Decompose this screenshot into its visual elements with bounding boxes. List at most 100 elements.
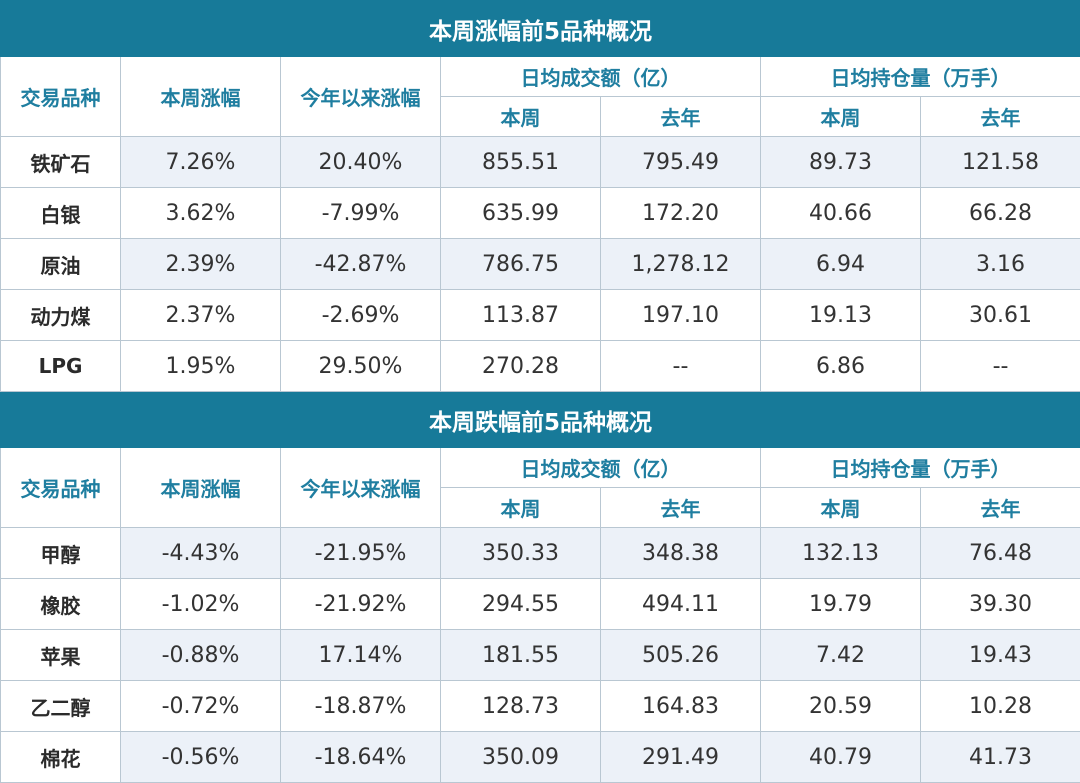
subheader-volume-last-year: 去年	[600, 96, 761, 137]
oi-last-year: 3.16	[919, 238, 1080, 290]
subheader-oi-last-year: 去年	[919, 487, 1080, 528]
week-change: -4.43%	[120, 527, 281, 579]
volume-this-week: 294.55	[440, 578, 601, 630]
losers-section: 本周跌幅前5品种概况 交易品种 本周涨幅 今年以来涨幅 日均成交额（亿） 日均持…	[0, 391, 1080, 783]
product-name: 动力煤	[0, 289, 121, 341]
table-row: 动力煤 2.37% -2.69% 113.87 197.10 19.13 30.…	[0, 289, 1080, 341]
ytd-change: -18.64%	[280, 731, 441, 783]
week-change: 2.39%	[120, 238, 281, 290]
table-row: 铁矿石 7.26% 20.40% 855.51 795.49 89.73 121…	[0, 136, 1080, 188]
table-row: 橡胶 -1.02% -21.92% 294.55 494.11 19.79 39…	[0, 578, 1080, 630]
volume-last-year: 348.38	[600, 527, 761, 579]
product-name: 乙二醇	[0, 680, 121, 732]
table-row: 白银 3.62% -7.99% 635.99 172.20 40.66 66.2…	[0, 187, 1080, 239]
header-open-interest: 日均持仓量（万手）	[759, 56, 1080, 97]
volume-this-week: 635.99	[440, 187, 601, 239]
oi-this-week: 40.79	[760, 731, 921, 783]
oi-last-year: 121.58	[919, 136, 1080, 188]
header-volume: 日均成交额（亿）	[440, 56, 761, 97]
product-name: 白银	[0, 187, 121, 239]
ytd-change: -18.87%	[280, 680, 441, 732]
subheader-oi-this-week: 本周	[760, 487, 921, 528]
header-week-change: 本周涨幅	[120, 447, 281, 528]
gainers-section: 本周涨幅前5品种概况 交易品种 本周涨幅 今年以来涨幅 日均成交额（亿） 日均持…	[0, 0, 1080, 392]
volume-this-week: 350.33	[440, 527, 601, 579]
oi-last-year: 10.28	[919, 680, 1080, 732]
volume-last-year: 1,278.12	[600, 238, 761, 290]
volume-last-year: 494.11	[600, 578, 761, 630]
header-volume: 日均成交额（亿）	[440, 447, 761, 488]
week-change: -0.56%	[120, 731, 281, 783]
volume-last-year: 291.49	[600, 731, 761, 783]
subheader-volume-this-week: 本周	[440, 96, 601, 137]
oi-this-week: 7.42	[760, 629, 921, 681]
header-week-change: 本周涨幅	[120, 56, 281, 137]
product-name: LPG	[0, 340, 121, 392]
gainers-title: 本周涨幅前5品种概况	[0, 0, 1080, 57]
week-change: 2.37%	[120, 289, 281, 341]
oi-this-week: 132.13	[760, 527, 921, 579]
table-row: 乙二醇 -0.72% -18.87% 128.73 164.83 20.59 1…	[0, 680, 1080, 732]
product-name: 原油	[0, 238, 121, 290]
oi-last-year: --	[919, 340, 1080, 392]
table-row: 原油 2.39% -42.87% 786.75 1,278.12 6.94 3.…	[0, 238, 1080, 290]
header-open-interest: 日均持仓量（万手）	[759, 447, 1080, 488]
ytd-change: -7.99%	[280, 187, 441, 239]
ytd-change: 20.40%	[280, 136, 441, 188]
header-product: 交易品种	[0, 56, 121, 137]
oi-this-week: 89.73	[760, 136, 921, 188]
table-row: 苹果 -0.88% 17.14% 181.55 505.26 7.42 19.4…	[0, 629, 1080, 681]
oi-last-year: 66.28	[919, 187, 1080, 239]
volume-last-year: 172.20	[600, 187, 761, 239]
product-name: 铁矿石	[0, 136, 121, 188]
ytd-change: -21.95%	[280, 527, 441, 579]
ytd-change: -21.92%	[280, 578, 441, 630]
oi-this-week: 19.79	[760, 578, 921, 630]
product-name: 棉花	[0, 731, 121, 783]
subheader-volume-this-week: 本周	[440, 487, 601, 528]
table-row: 甲醇 -4.43% -21.95% 350.33 348.38 132.13 7…	[0, 527, 1080, 579]
volume-last-year: 505.26	[600, 629, 761, 681]
oi-last-year: 39.30	[919, 578, 1080, 630]
volume-this-week: 350.09	[440, 731, 601, 783]
week-change: -1.02%	[120, 578, 281, 630]
week-change: -0.72%	[120, 680, 281, 732]
volume-this-week: 128.73	[440, 680, 601, 732]
volume-last-year: 795.49	[600, 136, 761, 188]
week-change: -0.88%	[120, 629, 281, 681]
volume-last-year: --	[600, 340, 761, 392]
subheader-oi-last-year: 去年	[919, 96, 1080, 137]
week-change: 3.62%	[120, 187, 281, 239]
week-change: 7.26%	[120, 136, 281, 188]
oi-last-year: 76.48	[919, 527, 1080, 579]
header-ytd-change: 今年以来涨幅	[280, 447, 441, 528]
oi-last-year: 30.61	[919, 289, 1080, 341]
subheader-volume-last-year: 去年	[600, 487, 761, 528]
oi-this-week: 20.59	[760, 680, 921, 732]
ytd-change: 17.14%	[280, 629, 441, 681]
volume-last-year: 164.83	[600, 680, 761, 732]
subheader-oi-this-week: 本周	[760, 96, 921, 137]
product-name: 甲醇	[0, 527, 121, 579]
ytd-change: 29.50%	[280, 340, 441, 392]
volume-this-week: 181.55	[440, 629, 601, 681]
oi-this-week: 6.94	[760, 238, 921, 290]
volume-this-week: 855.51	[440, 136, 601, 188]
oi-this-week: 40.66	[760, 187, 921, 239]
oi-this-week: 6.86	[760, 340, 921, 392]
oi-last-year: 19.43	[919, 629, 1080, 681]
volume-this-week: 270.28	[440, 340, 601, 392]
product-name: 橡胶	[0, 578, 121, 630]
volume-last-year: 197.10	[600, 289, 761, 341]
losers-title: 本周跌幅前5品种概况	[0, 391, 1080, 448]
header-product: 交易品种	[0, 447, 121, 528]
table-row: 棉花 -0.56% -18.64% 350.09 291.49 40.79 41…	[0, 731, 1080, 783]
volume-this-week: 786.75	[440, 238, 601, 290]
week-change: 1.95%	[120, 340, 281, 392]
ytd-change: -42.87%	[280, 238, 441, 290]
oi-this-week: 19.13	[760, 289, 921, 341]
table-row: LPG 1.95% 29.50% 270.28 -- 6.86 --	[0, 340, 1080, 392]
oi-last-year: 41.73	[919, 731, 1080, 783]
